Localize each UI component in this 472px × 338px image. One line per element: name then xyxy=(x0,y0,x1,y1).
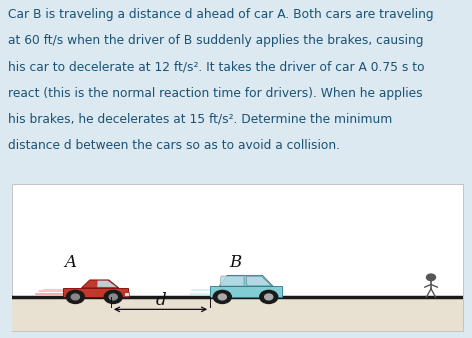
Polygon shape xyxy=(63,288,127,297)
Bar xyxy=(125,292,129,296)
Circle shape xyxy=(218,294,227,300)
Text: B: B xyxy=(229,254,241,271)
Text: distance d between the cars so as to avoid a collision.: distance d between the cars so as to avo… xyxy=(8,139,340,151)
Text: react (this is the normal reaction time for drivers). When he applies: react (this is the normal reaction time … xyxy=(8,87,423,99)
Polygon shape xyxy=(210,287,282,297)
Text: d: d xyxy=(155,292,166,309)
Text: A: A xyxy=(64,254,76,271)
Circle shape xyxy=(67,290,84,304)
Circle shape xyxy=(427,274,436,281)
Circle shape xyxy=(71,294,79,300)
Circle shape xyxy=(213,290,231,304)
Text: Car B is traveling a distance d ahead of car A. Both cars are traveling: Car B is traveling a distance d ahead of… xyxy=(8,8,434,21)
Text: at 60 ft/s when the driver of B suddenly applies the brakes, causing: at 60 ft/s when the driver of B suddenly… xyxy=(8,34,424,47)
Circle shape xyxy=(109,294,117,300)
Polygon shape xyxy=(97,281,117,287)
Polygon shape xyxy=(82,280,118,288)
Circle shape xyxy=(104,290,122,304)
Polygon shape xyxy=(220,276,244,286)
Circle shape xyxy=(260,290,278,304)
Bar xyxy=(12,297,463,331)
Polygon shape xyxy=(246,276,271,286)
FancyBboxPatch shape xyxy=(12,184,463,331)
Text: his car to decelerate at 12 ft/s². It takes the driver of car A 0.75 s to: his car to decelerate at 12 ft/s². It ta… xyxy=(8,61,425,73)
Text: his brakes, he decelerates at 15 ft/s². Determine the minimum: his brakes, he decelerates at 15 ft/s². … xyxy=(8,113,393,125)
Polygon shape xyxy=(219,275,273,287)
Circle shape xyxy=(265,294,273,300)
